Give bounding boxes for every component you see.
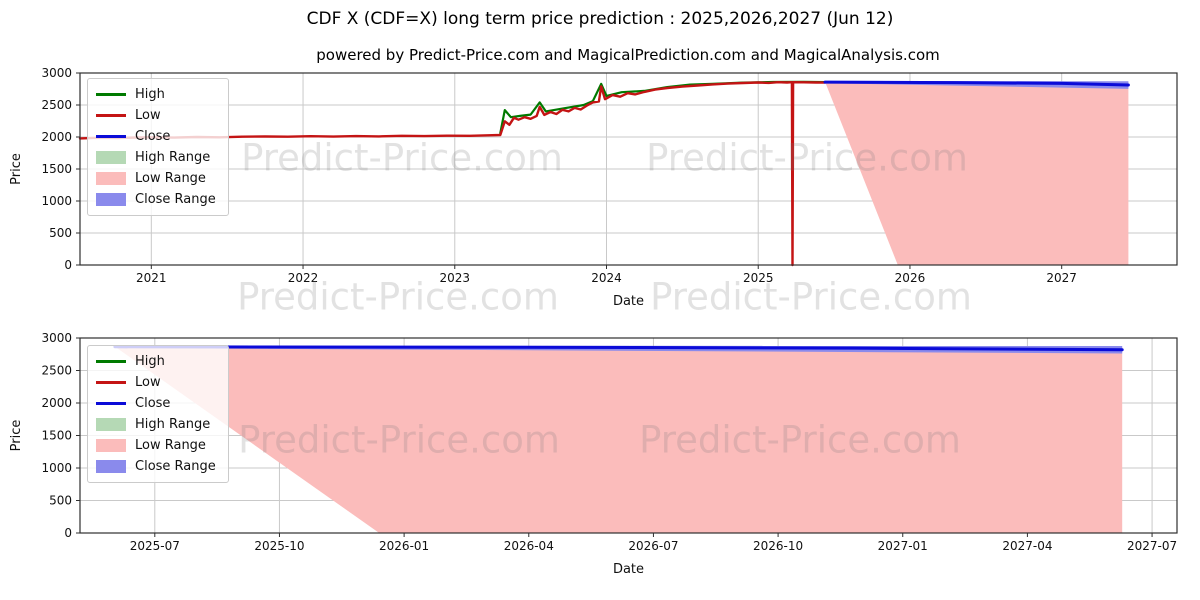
legend-item-high: High bbox=[96, 351, 216, 372]
y-axis-label: Price bbox=[9, 420, 24, 452]
page-title: CDF X (CDF=X) long term price prediction… bbox=[306, 9, 894, 29]
legend-item-high: High bbox=[96, 84, 216, 105]
legend-line-swatch bbox=[96, 381, 126, 384]
page-subtitle: powered by Predict-Price.com and Magical… bbox=[316, 46, 940, 64]
y-axis-label: Price bbox=[9, 153, 24, 185]
low-range-area bbox=[825, 81, 1129, 265]
y-tick-label: 2000 bbox=[41, 396, 72, 410]
x-tick-label: 2024 bbox=[591, 271, 622, 285]
low-line bbox=[78, 80, 827, 267]
legend-patch-swatch bbox=[96, 418, 126, 431]
y-tick-label: 2500 bbox=[41, 364, 72, 378]
legend-item-low: Low bbox=[96, 105, 216, 126]
x-tick-label: 2021 bbox=[136, 271, 167, 285]
x-tick-label: 2027-04 bbox=[1002, 539, 1052, 553]
legend-item-label: Low bbox=[135, 375, 161, 390]
x-tick-label: 2026-10 bbox=[753, 539, 803, 553]
x-tick-label: 2022 bbox=[288, 271, 319, 285]
y-tick-label: 0 bbox=[64, 258, 72, 272]
legend-item-close: Close bbox=[96, 126, 216, 147]
legend-item-low-range: Low Range bbox=[96, 168, 216, 189]
x-tick-label: 2026-04 bbox=[504, 539, 554, 553]
legend-item-label: Close bbox=[135, 396, 171, 411]
legend-item-label: High bbox=[135, 354, 165, 369]
legend-item-close-range: Close Range bbox=[96, 189, 216, 210]
x-axis-label: Date bbox=[613, 562, 644, 577]
legend-item-label: Close Range bbox=[135, 192, 216, 207]
legend-patch-swatch bbox=[96, 172, 126, 185]
y-tick-label: 3000 bbox=[41, 66, 72, 80]
legend-item-close-range: Close Range bbox=[96, 456, 216, 477]
legend-item-label: Close bbox=[135, 129, 171, 144]
y-tick-label: 2000 bbox=[41, 130, 72, 144]
y-tick-label: 2500 bbox=[41, 98, 72, 112]
y-tick-label: 1500 bbox=[41, 429, 72, 443]
legend-patch-swatch bbox=[96, 460, 126, 473]
x-tick-label: 2026 bbox=[895, 271, 926, 285]
legend-line-swatch bbox=[96, 114, 126, 117]
legend-patch-swatch bbox=[96, 193, 126, 206]
x-tick-label: 2025-07 bbox=[130, 539, 180, 553]
legend-line-swatch bbox=[96, 402, 126, 405]
x-tick-label: 2027 bbox=[1046, 271, 1077, 285]
legend-line-swatch bbox=[96, 360, 126, 363]
legend-item-label: Low bbox=[135, 108, 161, 123]
legend-line-swatch bbox=[96, 135, 126, 138]
y-tick-label: 3000 bbox=[41, 331, 72, 345]
y-tick-label: 1500 bbox=[41, 162, 72, 176]
legend-item-label: High Range bbox=[135, 417, 211, 432]
y-tick-label: 1000 bbox=[41, 194, 72, 208]
legend-item-label: Low Range bbox=[135, 438, 206, 453]
legend-item-high-range: High Range bbox=[96, 414, 216, 435]
x-tick-label: 2026-01 bbox=[379, 539, 429, 553]
y-tick-label: 1000 bbox=[41, 461, 72, 475]
legend-line-swatch bbox=[96, 93, 126, 96]
legend-patch-swatch bbox=[96, 151, 126, 164]
legend-bottom-chart: High Low Close High Range Low Range Close Ran… bbox=[87, 345, 229, 483]
legend-item-low-range: Low Range bbox=[96, 435, 216, 456]
legend-patch-swatch bbox=[96, 439, 126, 452]
legend-item-close: Close bbox=[96, 393, 216, 414]
close-line bbox=[113, 345, 1124, 352]
y-tick-label: 500 bbox=[49, 226, 72, 240]
x-tick-label: 2025-10 bbox=[254, 539, 304, 553]
y-tick-label: 500 bbox=[49, 494, 72, 508]
x-axis-label: Date bbox=[613, 294, 644, 309]
legend-item-label: Close Range bbox=[135, 459, 216, 474]
x-tick-label: 2023 bbox=[439, 271, 470, 285]
low-range-area bbox=[114, 346, 1123, 533]
x-tick-label: 2026-07 bbox=[628, 539, 678, 553]
legend-top-chart: High Low Close High Range Low Range Close Ran… bbox=[87, 78, 229, 216]
y-tick-label: 0 bbox=[64, 526, 72, 540]
x-tick-label: 2027-07 bbox=[1127, 539, 1177, 553]
x-tick-label: 2025 bbox=[743, 271, 774, 285]
legend-item-low: Low bbox=[96, 372, 216, 393]
close-line bbox=[823, 80, 1130, 87]
legend-item-label: Low Range bbox=[135, 171, 206, 186]
x-tick-label: 2027-01 bbox=[878, 539, 928, 553]
legend-item-high-range: High Range bbox=[96, 147, 216, 168]
legend-item-label: High Range bbox=[135, 150, 211, 165]
legend-item-label: High bbox=[135, 87, 165, 102]
